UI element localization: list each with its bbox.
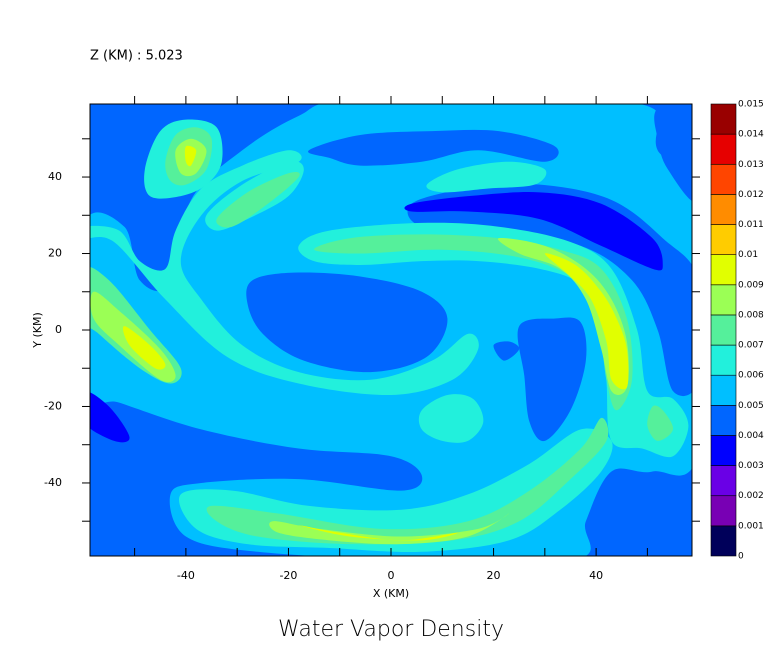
contour-region [298, 524, 459, 541]
x-tick-label: 40 [589, 569, 603, 582]
x-tick-label: -20 [279, 569, 297, 582]
colorbar-label: 0 [738, 552, 744, 562]
colorbar-segment [710, 314, 737, 346]
colorbar-segment [710, 405, 737, 436]
colorbar-segment [710, 495, 737, 527]
y-tick-label: 20 [48, 247, 62, 260]
colorbar-label: 0.005 [738, 401, 764, 411]
colorbar-label: 0.009 [738, 280, 764, 290]
contour-region [216, 171, 300, 228]
colorbar-label: 0.007 [738, 341, 764, 351]
colorbar-label: 0.004 [738, 431, 764, 441]
colorbar-label: 0.015 [738, 100, 764, 110]
colorbar-label: 0.008 [738, 310, 764, 320]
contour-region [493, 341, 520, 361]
y-tick-label: -40 [44, 476, 62, 489]
contour-region [544, 253, 629, 390]
contour-region [246, 272, 448, 373]
colorbar-label: 0.01 [738, 250, 758, 260]
x-axis-label: X (KM) [373, 587, 409, 600]
x-tick-label: 0 [388, 569, 395, 582]
colorbar-segment [710, 133, 737, 165]
colorbar-segment [710, 465, 737, 497]
chart-title: Water Vapor Density [278, 617, 504, 642]
colorbar-segment [710, 435, 737, 466]
plot-frame [89, 103, 693, 557]
contour-region [418, 394, 484, 443]
colorbar-segment [710, 525, 737, 557]
contour-region [90, 392, 130, 443]
contour-region [647, 405, 674, 441]
contour-region [654, 104, 692, 201]
x-tick-label: 20 [487, 569, 501, 582]
colorbar-label: 0.006 [738, 371, 764, 381]
contour-region [184, 145, 197, 167]
contour-region [269, 513, 510, 545]
y-axis-label: Y (KM) [31, 312, 44, 349]
contour-region [426, 161, 547, 193]
contour-region [313, 234, 633, 411]
colorbar-segment [710, 344, 737, 376]
colorbar-segment [710, 194, 737, 225]
contour-region [308, 129, 559, 166]
colorbar-segment [710, 374, 737, 406]
colorbar-segment [710, 224, 737, 255]
colorbar-segment [710, 284, 737, 316]
colorbar-segment [710, 254, 737, 286]
contour-region [122, 326, 166, 370]
contour-fill [90, 104, 692, 556]
colorbar-segment [710, 103, 737, 135]
subtitle: Z (KM) : 5.023 [90, 49, 183, 64]
colorbar-label: 0.001 [738, 521, 764, 531]
contour-region [404, 192, 663, 271]
colorbar-label: 0.003 [738, 461, 764, 471]
y-tick-label: -20 [44, 399, 62, 412]
colorbar-label: 0.013 [738, 160, 764, 170]
colorbar-label: 0.011 [738, 220, 764, 230]
y-tick-label: 0 [55, 323, 62, 336]
colorbar-label: 0.014 [738, 130, 764, 140]
colorbar: 0 0.001 0.002 0.003 0.004 0.005 0.006 0.007 0.00… [710, 100, 764, 562]
contour-region [517, 317, 587, 442]
colorbar-label: 0.012 [738, 190, 764, 200]
x-tick-label: -40 [177, 569, 195, 582]
colorbar-segment [710, 163, 737, 195]
y-tick-label: 40 [48, 170, 62, 183]
contour-region [90, 150, 479, 396]
contour-region [206, 417, 609, 545]
axes: -40 -20 0 20 40 -40 -20 0 20 40 [44, 96, 700, 582]
colorbar-label: 0.002 [738, 491, 764, 501]
